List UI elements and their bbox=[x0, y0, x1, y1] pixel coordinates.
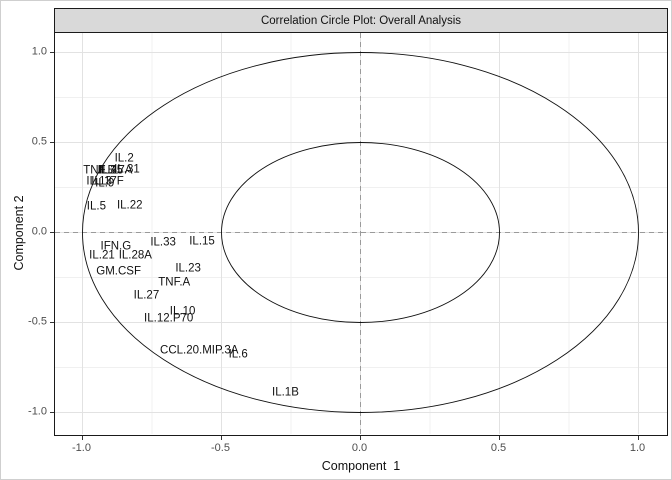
point-label: IL.9 bbox=[95, 177, 115, 190]
point-label: IL.31 bbox=[114, 162, 140, 175]
plot-title-strip: Correlation Circle Plot: Overall Analysi… bbox=[54, 8, 668, 33]
point-label: IL.22 bbox=[116, 198, 143, 211]
y-tick-label: -1.0 bbox=[28, 405, 47, 417]
x-tick-label: -1.0 bbox=[72, 442, 91, 454]
plot-panel: IL.2 TNF.B IL.4 IL.25 IL.17A IL.31 IL.13 IL.9 IL… bbox=[54, 32, 668, 436]
y-axis-title: Component 2 bbox=[12, 195, 26, 271]
point-label: IL.17A bbox=[99, 164, 133, 177]
point-label: IL.4 bbox=[97, 164, 118, 177]
point-label: IL.10 bbox=[169, 304, 196, 317]
y-tick-label: 0.0 bbox=[31, 225, 47, 237]
x-tick-label: 0.0 bbox=[351, 442, 368, 454]
point-label: IL.33 bbox=[150, 236, 176, 249]
point-label: IL.15 bbox=[189, 234, 215, 247]
point-label: IL.2 bbox=[114, 151, 134, 164]
x-tick-label: 1.0 bbox=[629, 442, 646, 454]
x-tick-mark bbox=[81, 436, 83, 440]
x-tick-label: 0.5 bbox=[490, 442, 507, 454]
point-label: IL.23 bbox=[175, 261, 201, 274]
plot-title: Correlation Circle Plot: Overall Analysi… bbox=[260, 14, 462, 27]
x-tick-mark bbox=[498, 436, 500, 440]
y-tick-label: -0.5 bbox=[28, 315, 47, 327]
point-label: IL.28A bbox=[118, 249, 152, 262]
point-label: IL.5 bbox=[86, 200, 106, 213]
x-tick-mark bbox=[637, 436, 639, 440]
y-tick-label: 0.5 bbox=[31, 135, 47, 147]
point-label: CCL.20.MIP.3A bbox=[160, 344, 239, 357]
point-label: GM.CSF bbox=[96, 265, 141, 278]
x-axis-title: Component 1 bbox=[321, 459, 401, 473]
point-label: IL.17F bbox=[91, 175, 124, 188]
point-label: IL.25 bbox=[97, 164, 124, 177]
point-labels-layer: IL.2 TNF.B IL.4 IL.25 IL.17A IL.31 IL.13 IL.9 IL… bbox=[55, 33, 667, 434]
point-label: TNF.A bbox=[158, 276, 191, 289]
point-label: IL.12.P70 bbox=[144, 312, 194, 325]
plot-canvas bbox=[55, 33, 667, 434]
outer-correlation-circle bbox=[82, 52, 639, 413]
y-tick-label: 1.0 bbox=[31, 45, 47, 57]
x-tick-mark bbox=[359, 436, 361, 440]
point-label: IL.21 bbox=[89, 249, 115, 262]
inner-correlation-circle bbox=[221, 142, 500, 323]
point-label: IL.27 bbox=[133, 288, 160, 301]
x-tick-mark bbox=[220, 436, 222, 440]
x-tick-label: -0.5 bbox=[211, 442, 230, 454]
point-label: TNF.B bbox=[83, 164, 116, 177]
point-label: IL.13 bbox=[86, 175, 112, 188]
point-label: IL.6 bbox=[228, 348, 248, 361]
point-label: IFN.G bbox=[100, 240, 132, 253]
point-label: IL.1B bbox=[272, 385, 299, 398]
